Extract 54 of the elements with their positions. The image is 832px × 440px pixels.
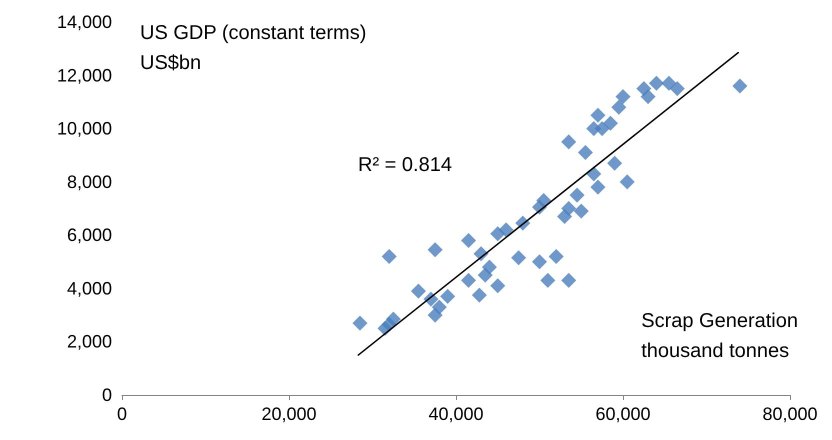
point — [574, 204, 589, 219]
y-tick-label: 2,000 — [66, 332, 112, 352]
point — [428, 242, 443, 258]
x-axis-title: Scrap Generation thousand tonnes — [641, 310, 798, 362]
y-tick-label: 10,000 — [56, 118, 112, 139]
point — [440, 288, 456, 304]
point — [594, 121, 610, 136]
y-tick-label: 8,000 — [66, 172, 112, 192]
point — [661, 76, 676, 91]
point — [386, 312, 401, 327]
x-tick-label: 80,000 — [762, 404, 818, 424]
point — [352, 316, 368, 331]
point — [640, 89, 656, 104]
point — [570, 188, 585, 203]
point — [548, 248, 564, 264]
point — [561, 201, 576, 216]
point — [561, 134, 576, 150]
point — [732, 78, 748, 94]
point — [482, 260, 497, 275]
point — [578, 145, 593, 160]
point — [490, 278, 506, 294]
point — [382, 248, 397, 264]
x-tick-label: 0 — [116, 404, 128, 424]
point — [620, 174, 635, 190]
point — [590, 108, 606, 123]
point — [532, 254, 547, 270]
point — [536, 193, 552, 208]
point — [586, 166, 602, 182]
y-tick-label: 4,000 — [66, 278, 112, 298]
point — [561, 272, 576, 288]
x-tick-label: 40,000 — [428, 404, 484, 424]
point — [461, 232, 476, 248]
y-tick-label: 6,000 — [66, 225, 112, 246]
point — [648, 76, 664, 91]
y-tick-label: 14,000 — [56, 12, 112, 32]
point — [498, 222, 514, 238]
y-axis-title: US GDP (constant terms) US$bn — [140, 22, 366, 74]
point — [670, 81, 685, 96]
point — [611, 100, 626, 115]
point — [602, 116, 618, 131]
point — [616, 89, 630, 104]
x-tick-label: 60,000 — [595, 404, 651, 424]
point — [540, 272, 556, 288]
x-tick-label: 20,000 — [261, 404, 317, 424]
point — [410, 284, 426, 299]
point — [590, 180, 606, 195]
point — [432, 300, 447, 315]
point — [472, 288, 487, 303]
point — [461, 272, 476, 288]
y-tick-label: 12,000 — [56, 65, 112, 86]
point — [607, 156, 622, 171]
annotation: R² = 0.814 — [358, 154, 452, 176]
point — [511, 250, 526, 266]
y-tick-label: 0 — [102, 385, 112, 405]
